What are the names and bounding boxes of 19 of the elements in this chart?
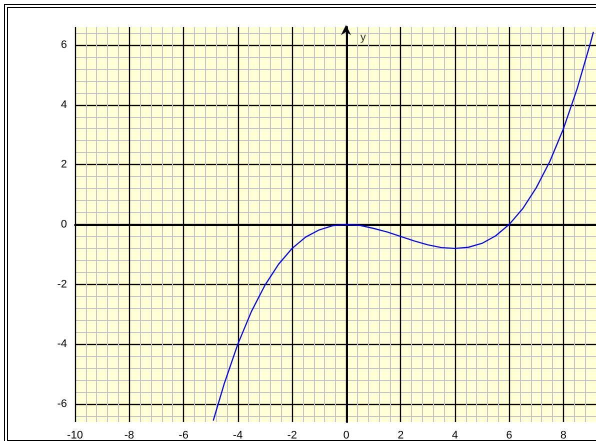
x-tick-label: 6	[506, 430, 512, 441]
y-tick-label: 0	[60, 218, 67, 230]
y-tick-label: -4	[57, 338, 67, 350]
x-tick-label: -2	[287, 430, 297, 441]
y-tick-label: 2	[60, 158, 67, 171]
x-tick-label: 2	[398, 430, 404, 441]
x-tick-label: 4	[452, 430, 458, 441]
line-series	[212, 32, 594, 421]
y-tick-label: -6	[57, 398, 67, 410]
x-tick-label: -4	[232, 430, 243, 441]
y-tick-label: 4	[60, 98, 67, 111]
x-tick-label: -10	[67, 430, 83, 441]
x-tick-label: 8	[560, 430, 566, 441]
y-tick-label: -2	[57, 278, 67, 290]
x-tick-label: -6	[178, 430, 188, 441]
y-axis-title: y	[360, 32, 366, 44]
x-tick-label: -8	[124, 430, 134, 441]
x-tick-label: 0	[343, 430, 350, 441]
y-tick-label: 6	[60, 38, 67, 51]
